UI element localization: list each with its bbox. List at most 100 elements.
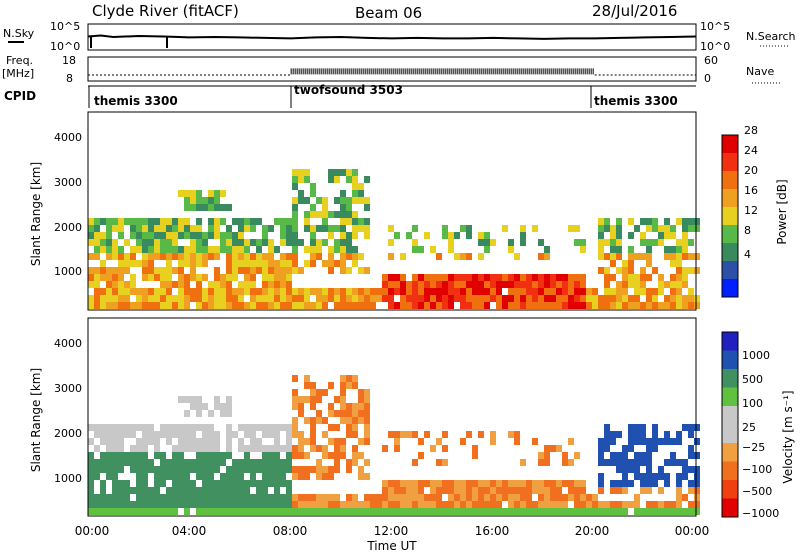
velocity-cell-589 (412, 508, 418, 515)
velocity-cell-872 (676, 487, 682, 494)
velocity-cell-2 (88, 438, 94, 445)
velocity-cell-689 (514, 501, 520, 508)
velocity-cell-35 (106, 445, 112, 452)
velocity-cell-295 (238, 466, 244, 473)
power-cell-524 (352, 295, 358, 302)
power-cell-528 (358, 197, 364, 204)
power-cell-769 (592, 302, 598, 309)
velocity-cell-348 (268, 445, 274, 452)
velocity-cell-418 (304, 382, 310, 389)
velocity-cell-58 (118, 438, 124, 445)
velocity-cell-813 (634, 431, 640, 438)
power-cell-132 (160, 225, 166, 232)
nave-ytick-top: 60 (704, 54, 718, 67)
nsky-label: N.Sky (3, 27, 35, 40)
velocity-cell-5 (88, 466, 94, 473)
velocity-cell-249 (214, 452, 220, 459)
power-cell-107 (142, 302, 148, 309)
velocity-cell-532 (364, 389, 370, 396)
power-cell-841 (640, 288, 646, 295)
power-cell-9 (88, 295, 94, 302)
power-cell-361 (274, 267, 280, 274)
velocity-cell-502 (346, 431, 352, 438)
power-cell-232 (208, 190, 214, 197)
velocity-cell-836 (646, 473, 652, 480)
velocity-cell-169 (178, 459, 184, 466)
power-cell-419 (304, 197, 310, 204)
power-cell-13 (94, 232, 100, 239)
velocity-cell-56 (118, 424, 124, 431)
velocity-cell-126 (154, 480, 160, 487)
power-cell-358 (274, 218, 280, 225)
power-cell-247 (214, 218, 220, 225)
power-cell-514 (352, 190, 358, 197)
velocity-cell-98 (142, 424, 148, 431)
power-cell-147 (166, 246, 172, 253)
power-cell-374 (280, 274, 286, 281)
power-cell-812 (622, 274, 628, 281)
velocity-heatmap (88, 375, 700, 515)
power-cell-39 (106, 267, 112, 274)
velocity-cell-558 (388, 480, 394, 487)
velocity-cell-193 (190, 431, 196, 438)
velocity-cell-12 (94, 424, 100, 431)
velocity-cell-164 (178, 424, 184, 431)
power-cell-789 (610, 225, 616, 232)
power-cell-356 (268, 295, 274, 302)
velocity-cell-819 (634, 494, 640, 501)
velocity-cell-447 (316, 466, 322, 473)
power-cell-843 (646, 218, 652, 225)
power-cell-88 (136, 225, 142, 232)
power-cell-452 (322, 218, 328, 225)
velocity-cell-479 (334, 459, 340, 466)
velocity-cbar-swatch-5 (722, 406, 738, 425)
velocity-cell-754 (580, 494, 586, 501)
velocity-cell-505 (346, 494, 352, 501)
power-cell-622 (448, 281, 454, 288)
velocity-cell-693 (520, 487, 526, 494)
power-cell-867 (664, 218, 670, 225)
velocity-cell-433 (310, 424, 316, 431)
power-cell-123 (154, 239, 160, 246)
velocity-cell-377 (280, 501, 286, 508)
velocity-cell-699 (526, 494, 532, 501)
velocity-cell-624 (448, 494, 454, 501)
power-cell-857 (652, 288, 658, 295)
power-cell-737 (556, 295, 562, 302)
cpid-entry-2: twofsound 3503 (294, 83, 403, 97)
velocity-cell-540 (364, 459, 370, 466)
power-cell-456 (322, 288, 328, 295)
power-cell-20 (94, 288, 100, 295)
velocity-cell-592 (418, 480, 424, 487)
velocity-cell-337 (262, 452, 268, 459)
velocity-cell-319 (250, 473, 256, 480)
velocity-cell-194 (190, 438, 196, 445)
power-cell-121 (154, 225, 160, 232)
power-cell-516 (352, 211, 358, 218)
power-cell-752 (574, 274, 580, 281)
velocity-cell-500 (346, 417, 352, 424)
power-cell-395 (292, 204, 298, 211)
velocity-cell-420 (304, 417, 310, 424)
power-cell-304 (238, 302, 244, 309)
power-cell-573 (400, 302, 406, 309)
power-cell-348 (268, 239, 274, 246)
velocity-cell-667 (490, 501, 496, 508)
power-cell-183 (184, 225, 190, 232)
velocity-cell-255 (214, 501, 220, 508)
power-cell-414 (298, 288, 304, 295)
power-cell-890 (676, 267, 682, 274)
power-cell-417 (304, 169, 310, 176)
power-cell-668 (490, 239, 496, 246)
velocity-cell-580 (406, 494, 412, 501)
power-cell-407 (292, 302, 298, 309)
power-cell-661 (484, 239, 490, 246)
power-cell-367 (280, 218, 286, 225)
velocity-cell-816 (634, 459, 640, 466)
power-cell-99 (142, 239, 148, 246)
power-cell-532 (358, 267, 364, 274)
power-cell-483 (340, 197, 346, 204)
power-cell-631 (454, 295, 460, 302)
velocity-cell-457 (322, 466, 328, 473)
power-cell-149 (166, 260, 172, 267)
